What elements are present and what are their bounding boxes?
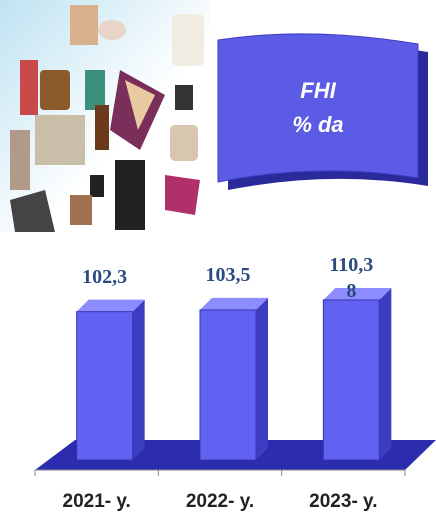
- bar-top: [200, 297, 268, 310]
- value-label: 110,38: [329, 253, 374, 302]
- bar-top: [323, 287, 392, 300]
- x-tick-label: 2022- y.: [186, 491, 254, 512]
- chart-title: FHI: [300, 78, 336, 103]
- chart-subtitle: % da: [292, 112, 343, 137]
- bar-side: [256, 297, 268, 460]
- bar-side: [132, 299, 145, 460]
- title-banner: [217, 33, 428, 190]
- x-tick-label: 2021- y.: [63, 491, 131, 512]
- clothing-collage: [0, 0, 210, 232]
- bar: [76, 311, 134, 461]
- bar: [199, 309, 257, 461]
- x-tick-label: 2023- y.: [309, 491, 377, 512]
- value-label: 103,5: [205, 263, 251, 286]
- bar: [322, 299, 380, 461]
- bar-top: [76, 299, 145, 312]
- bar-side: [379, 287, 392, 460]
- value-label: 102,3: [82, 265, 128, 288]
